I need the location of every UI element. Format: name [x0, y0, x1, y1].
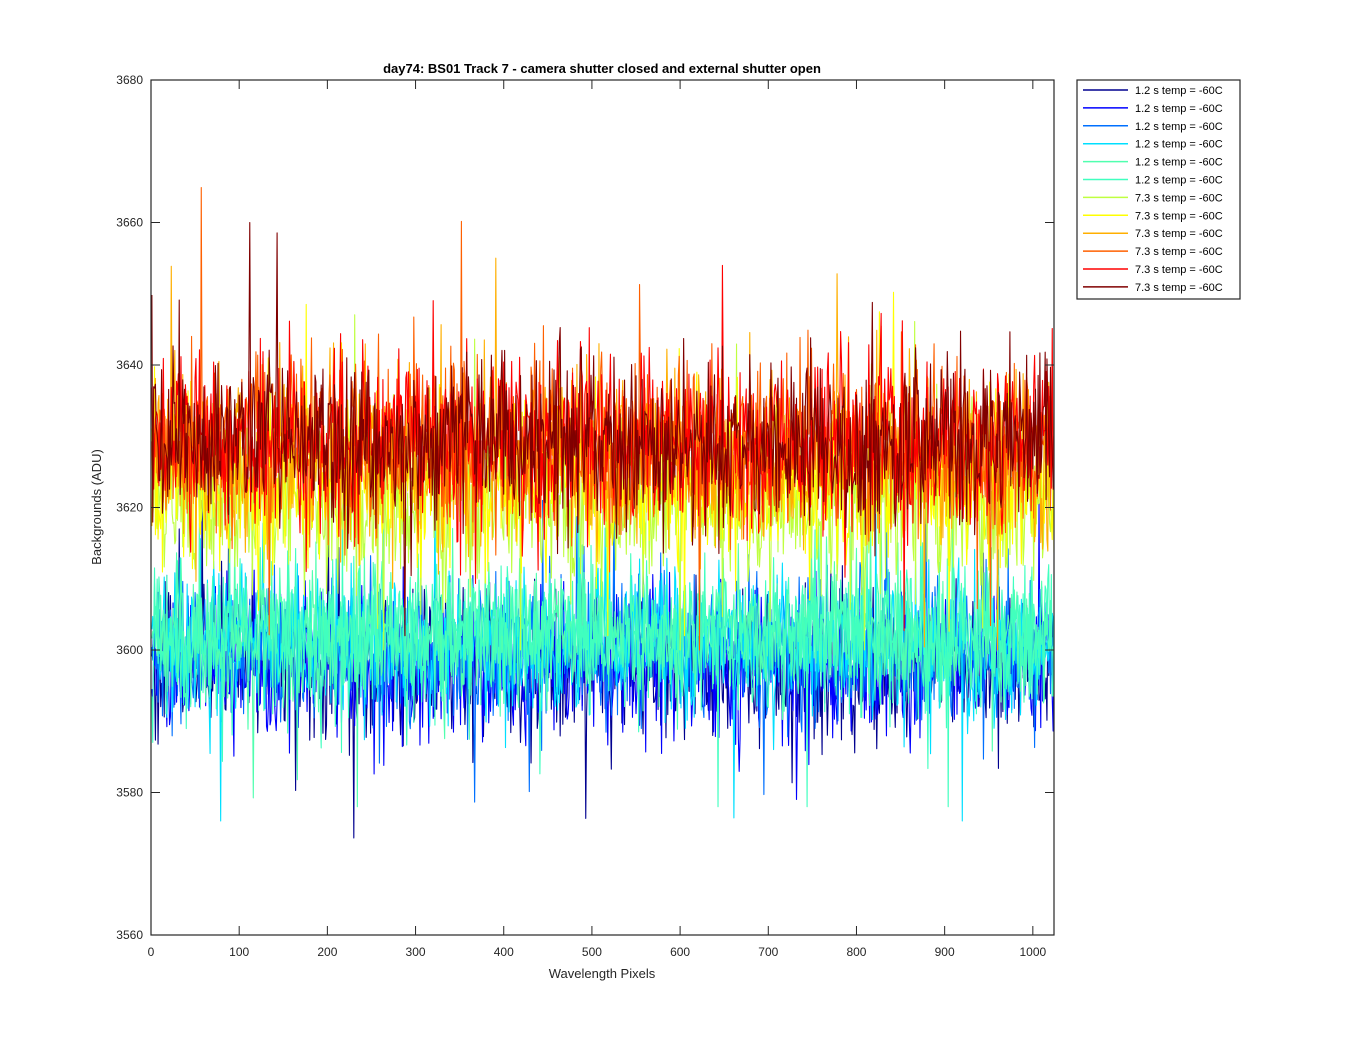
- ticks-layer: 0 100 200 300 400 500 600 700 800 900 1000 3560 3580…: [116, 73, 1054, 959]
- series-layer: [151, 187, 1054, 839]
- legend-label: 1.2 s temp = -60C: [1135, 121, 1223, 133]
- x-tick-label: 200: [317, 945, 337, 959]
- y-tick-label: 3600: [116, 643, 143, 657]
- legend-label: 7.3 s temp = -60C: [1135, 210, 1223, 222]
- x-tick-label: 900: [935, 945, 955, 959]
- legend-label: 1.2 s temp = -60C: [1135, 85, 1223, 97]
- legend-label: 1.2 s temp = -60C: [1135, 175, 1223, 187]
- y-tick-label: 3580: [116, 786, 143, 800]
- legend-label: 7.3 s temp = -60C: [1135, 228, 1223, 240]
- x-tick-label: 600: [670, 945, 690, 959]
- series-line: [151, 221, 1054, 637]
- legend-box: [1076, 79, 1241, 300]
- legend-label: 7.3 s temp = -60C: [1135, 282, 1223, 294]
- series-line: [151, 492, 1054, 808]
- legend-label: 7.3 s temp = -60C: [1135, 264, 1223, 276]
- legend-label: 7.3 s temp = -60C: [1135, 246, 1223, 258]
- x-tick-label: 1000: [1019, 945, 1046, 959]
- x-tick-label: 0: [148, 945, 155, 959]
- legend: 1.2 s temp = -60C 1.2 s temp = -60C 1.2 s …: [1076, 79, 1241, 300]
- chart-title: day74: BS01 Track 7 - camera shutter clo…: [383, 61, 821, 76]
- legend-label: 1.2 s temp = -60C: [1135, 103, 1223, 115]
- legend-label: 1.2 s temp = -60C: [1135, 139, 1223, 151]
- x-tick-label: 800: [846, 945, 866, 959]
- y-tick-label: 3660: [116, 216, 143, 230]
- x-axis-label: Wavelength Pixels: [549, 966, 656, 981]
- x-tick-label: 500: [582, 945, 602, 959]
- y-tick-label: 3620: [116, 501, 143, 515]
- y-axis-label: Backgrounds (ADU): [89, 449, 104, 565]
- legend-label: 7.3 s temp = -60C: [1135, 192, 1223, 204]
- x-tick-label: 300: [406, 945, 426, 959]
- x-tick-label: 700: [758, 945, 778, 959]
- y-tick-label: 3640: [116, 358, 143, 372]
- y-tick-label: 3560: [116, 928, 143, 942]
- legend-label: 1.2 s temp = -60C: [1135, 157, 1223, 169]
- x-tick-label: 100: [229, 945, 249, 959]
- plot-area: 0 100 200 300 400 500 600 700 800 900 1000 3560 3580…: [116, 73, 1055, 959]
- x-tick-label: 400: [494, 945, 514, 959]
- y-tick-label: 3680: [116, 73, 143, 87]
